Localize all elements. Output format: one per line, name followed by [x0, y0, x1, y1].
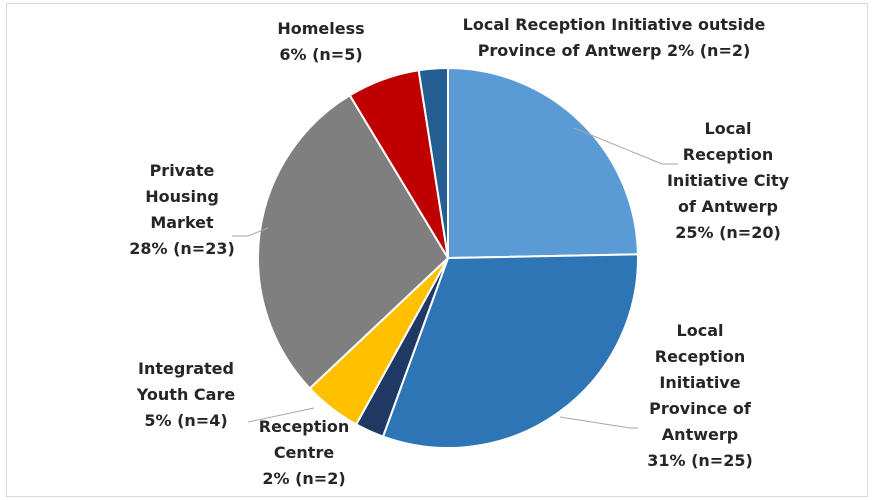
slice-label-line: 31% (n=25): [647, 451, 753, 470]
slice-label-line: Province of: [649, 399, 752, 418]
leader-line-private-housing-market: [232, 227, 269, 237]
slice-label-reception-centre: Reception Centre 2% (n=2): [259, 417, 349, 488]
slice-label-line: Centre: [274, 443, 335, 462]
slice-label-local-reception-initiative-city-of-antwerp: Local Reception Initiative City of Antwerp 2…: [667, 119, 790, 242]
pie-slices: [257, 66, 639, 449]
slice-label-line: 5% (n=4): [144, 411, 227, 430]
slice-labels: Local Reception Initiative City of Antwerp 2…: [129, 15, 789, 488]
slice-label-line: Initiative City: [667, 171, 790, 190]
slice-label-line: Homeless: [277, 19, 364, 38]
slice-label-private-housing-market: Private Housing Market 28% (n=23): [129, 161, 235, 258]
slice-label-line: Integrated: [138, 359, 234, 378]
pie-slice-local-reception-initiative-outside-province-of-antwerp: [417, 66, 449, 259]
slice-label-line: 6% (n=5): [279, 45, 362, 64]
slice-label-line: 28% (n=23): [129, 239, 235, 258]
slice-label-line: Province of Antwerp 2% (n=2): [478, 41, 751, 60]
slice-label-local-reception-initiative-province-of-antwerp: Local Reception Initiative Province of Antwe…: [647, 321, 753, 470]
leader-line-local-reception-initiative-city-of-antwerp: [573, 127, 678, 165]
slice-label-line: Local: [705, 119, 752, 138]
slice-label-line: Reception: [683, 145, 773, 164]
slice-label-line: 25% (n=20): [675, 223, 781, 242]
leader-lines: [232, 127, 678, 429]
leader-line-integrated-youth-care: [247, 407, 315, 423]
slice-label-line: Private: [150, 161, 215, 180]
slice-label-line: Housing: [145, 187, 219, 206]
slice-label-line: Reception: [259, 417, 349, 436]
slice-label-integrated-youth-care: Integrated Youth Care 5% (n=4): [136, 359, 236, 430]
slice-label-line: Local: [677, 321, 724, 340]
slice-label-local-reception-initiative-outside-province-of-antwerp: Local Reception Initiative outside Provin…: [463, 15, 766, 60]
leader-line-local-reception-initiative-province-of-antwerp: [559, 416, 638, 429]
pie-slice-local-reception-initiative-province-of-antwerp: [381, 253, 639, 449]
slice-label-homeless: Homeless 6% (n=5): [277, 19, 364, 64]
slice-label-line: of Antwerp: [678, 197, 778, 216]
slice-label-line: Reception: [655, 347, 745, 366]
slice-label-line: Initiative: [659, 373, 740, 392]
slice-label-line: 2% (n=2): [262, 469, 345, 488]
slice-label-line: Antwerp: [662, 425, 738, 444]
slice-label-line: Market: [150, 213, 214, 232]
pie-slice-private-housing-market: [257, 93, 450, 390]
slice-label-line: Local Reception Initiative outside: [463, 15, 766, 34]
slice-label-line: Youth Care: [136, 385, 236, 404]
pie-slice-local-reception-initiative-city-of-antwerp: [447, 66, 639, 260]
